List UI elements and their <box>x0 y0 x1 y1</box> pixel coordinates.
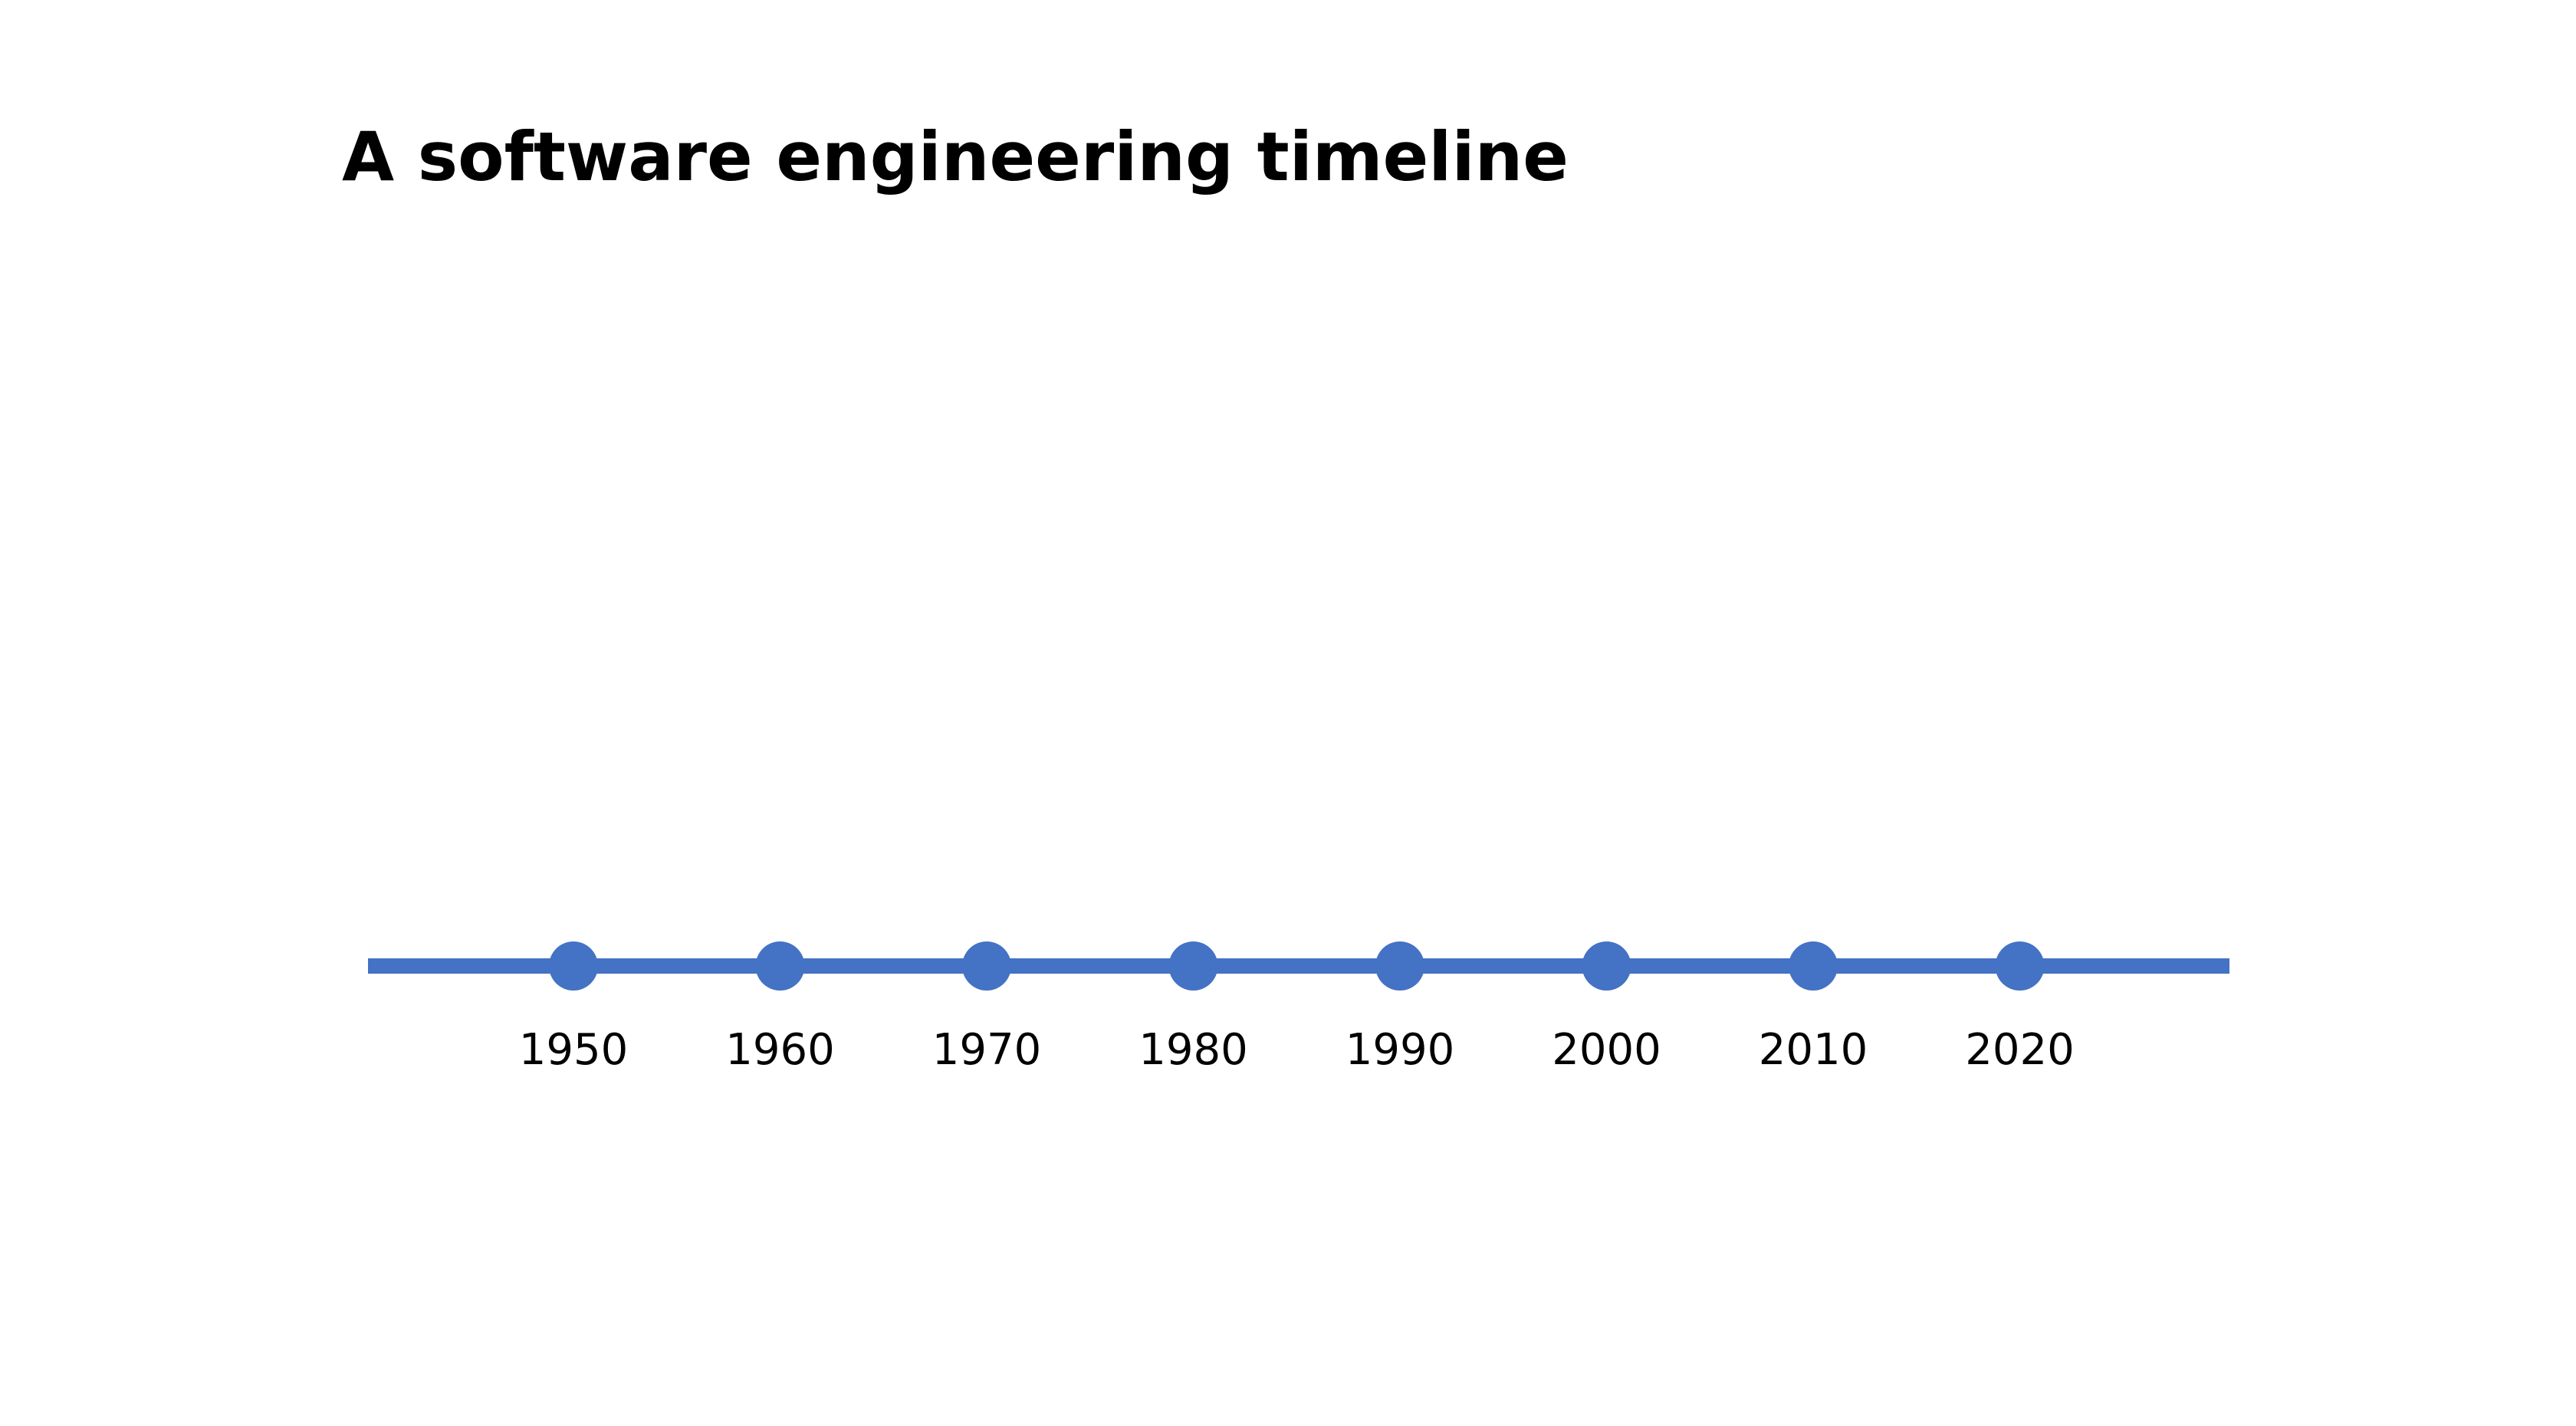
timeline-dot-1970 <box>962 941 1011 991</box>
timeline-dot-2000 <box>1582 941 1631 991</box>
timeline-year-label-1980: 1980 <box>1138 1025 1248 1075</box>
slide-title: A software engineering timeline <box>342 117 1569 196</box>
timeline-year-label-2000: 2000 <box>1552 1025 1661 1075</box>
timeline-year-label-1970: 1970 <box>932 1025 1042 1075</box>
timeline-dot-1990 <box>1375 941 1424 991</box>
timeline-marks: 1950 1960 1970 1980 1990 2000 2010 2020 <box>519 941 2075 1075</box>
timeline-dot-1980 <box>1168 941 1218 991</box>
timeline-dot-1950 <box>549 941 598 991</box>
timeline-dot-1960 <box>755 941 805 991</box>
timeline-dot-2010 <box>1789 941 1838 991</box>
timeline-year-label-2020: 2020 <box>1965 1025 2075 1075</box>
timeline-dot-2020 <box>1995 941 2045 991</box>
timeline-year-label-1990: 1990 <box>1346 1025 1455 1075</box>
timeline-year-label-1960: 1960 <box>725 1025 835 1075</box>
timeline-year-label-1950: 1950 <box>519 1025 629 1075</box>
timeline-year-label-2010: 2010 <box>1759 1025 1868 1075</box>
